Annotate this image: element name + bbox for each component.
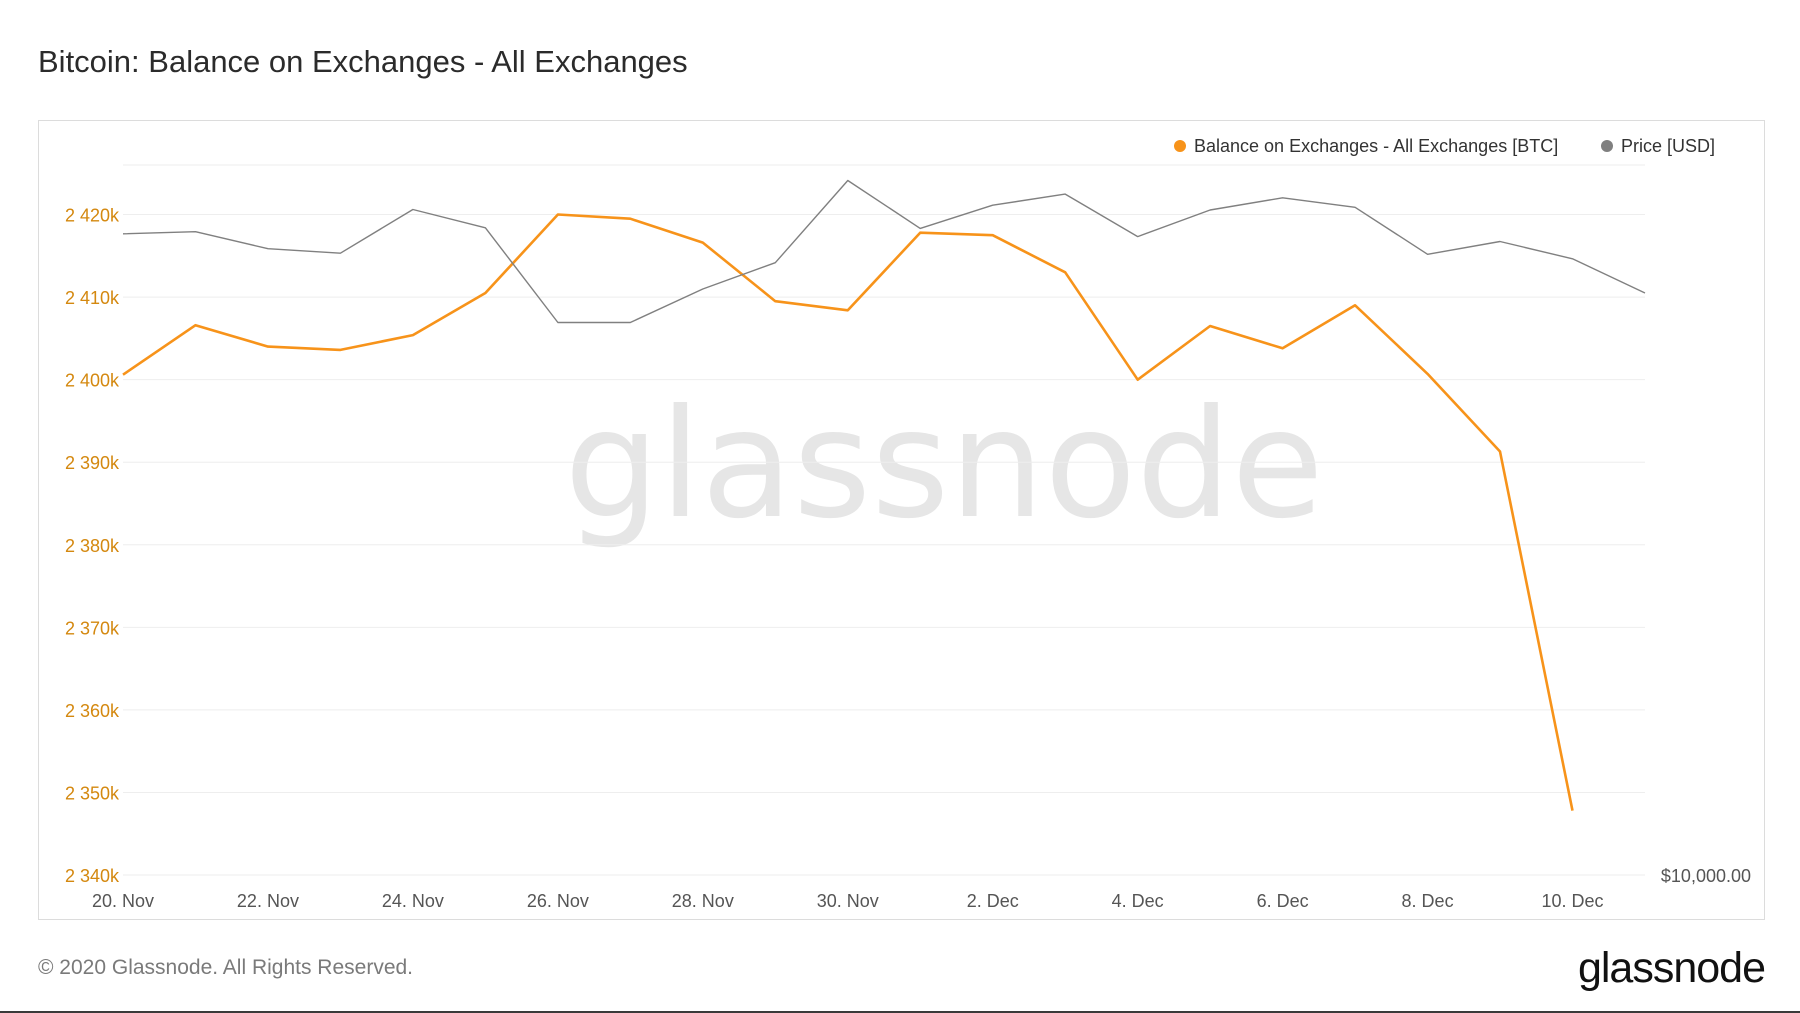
line-chart: glassnode 2 340k 2 350k 2 360k 2 370k 2 380k 2… bbox=[65, 136, 1751, 911]
y-tick-label-right: $10,000.00 bbox=[1661, 866, 1751, 886]
legend-marker-balance bbox=[1174, 140, 1186, 152]
legend-marker-price bbox=[1601, 140, 1613, 152]
y-tick-label-left: 2 390k bbox=[65, 453, 120, 473]
x-tick-label: 6. Dec bbox=[1257, 891, 1309, 911]
y-tick-label-left: 2 350k bbox=[65, 783, 120, 803]
x-tick-label: 4. Dec bbox=[1112, 891, 1164, 911]
price-series-line bbox=[122, 179, 1646, 324]
x-tick-label: 28. Nov bbox=[672, 891, 734, 911]
bottom-divider bbox=[0, 1011, 1800, 1013]
glassnode-logo[interactable]: glassnode bbox=[1577, 944, 1766, 992]
x-tick-label: 30. Nov bbox=[817, 891, 879, 911]
legend-label-price: Price [USD] bbox=[1621, 136, 1715, 156]
watermark-text: glassnode bbox=[564, 378, 1323, 552]
y-tick-label-left: 2 340k bbox=[65, 866, 120, 886]
y-tick-label-left: 2 380k bbox=[65, 536, 120, 556]
copyright-text: © 2020 Glassnode. All Rights Reserved. bbox=[38, 956, 414, 979]
x-tick-label: 10. Dec bbox=[1542, 891, 1604, 911]
balance-series-line bbox=[122, 213, 1574, 811]
y-tick-label-left: 2 400k bbox=[65, 371, 120, 391]
chart-frame: glassnode 2 340k 2 350k 2 360k 2 370k 2 380k 2… bbox=[38, 120, 1765, 920]
x-tick-label: 26. Nov bbox=[527, 891, 589, 911]
x-tick-label: 8. Dec bbox=[1402, 891, 1454, 911]
y-tick-label-left: 2 360k bbox=[65, 701, 120, 721]
legend-label-balance: Balance on Exchanges - All Exchanges [BT… bbox=[1194, 136, 1558, 156]
y-tick-label-left: 2 370k bbox=[65, 618, 120, 638]
x-tick-label: 2. Dec bbox=[967, 891, 1019, 911]
y-tick-label-left: 2 410k bbox=[65, 288, 120, 308]
x-tick-label: 20. Nov bbox=[92, 891, 154, 911]
chart-title: Bitcoin: Balance on Exchanges - All Exch… bbox=[38, 44, 688, 79]
x-tick-label: 24. Nov bbox=[382, 891, 444, 911]
x-tick-label: 22. Nov bbox=[237, 891, 299, 911]
y-tick-label-left: 2 420k bbox=[65, 206, 120, 226]
